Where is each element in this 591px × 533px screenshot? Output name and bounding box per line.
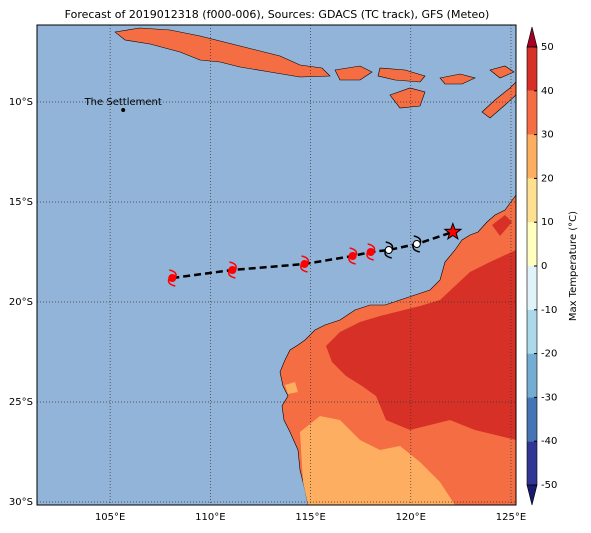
y-tick-label: 10°S — [9, 97, 33, 108]
colorbar-bin — [527, 353, 537, 398]
track-point — [300, 260, 309, 268]
track-point — [412, 240, 421, 248]
colorbar-bin — [527, 309, 537, 354]
colorbar-bin — [527, 47, 537, 91]
colorbar-tick-label: 40 — [541, 86, 554, 97]
y-tick-label: 25°S — [9, 397, 33, 408]
colorbar-bin — [527, 134, 537, 179]
y-tick-label: 15°S — [9, 197, 33, 208]
track-point — [384, 246, 393, 254]
colorbar-tick-label: 20 — [541, 173, 554, 184]
x-tick-label: 125°E — [496, 512, 526, 523]
colorbar-tick-label: 10 — [541, 217, 554, 228]
track-point — [348, 252, 357, 260]
colorbar-tick-label: -40 — [541, 436, 557, 447]
colorbar-bin — [527, 441, 537, 485]
x-tick-label: 110°E — [195, 512, 225, 523]
colorbar-bin — [527, 266, 537, 310]
colorbar-label: Max Temperature (°C) — [568, 211, 579, 321]
x-tick-label: 105°E — [95, 512, 125, 523]
y-tick-label: 30°S — [9, 497, 33, 508]
colorbar-bin — [527, 222, 537, 266]
colorbar-bin — [527, 90, 537, 135]
colorbar-tick-label: 50 — [541, 42, 554, 53]
place-dot — [121, 108, 126, 112]
place-label: The Settlement — [84, 97, 162, 108]
x-tick-label: 120°E — [396, 512, 426, 523]
title: Forecast of 2019012318 (f000-006), Sourc… — [65, 8, 490, 21]
colorbar-tick-label: -30 — [541, 392, 557, 403]
current-position — [443, 222, 463, 241]
colorbar-bin — [527, 397, 537, 442]
track-line — [172, 230, 454, 280]
colorbar-over — [526, 26, 538, 48]
track-point — [366, 248, 375, 256]
colorbar-tick-label: -50 — [541, 480, 557, 491]
colorbar-bin — [527, 178, 537, 223]
y-tick-label: 20°S — [9, 297, 33, 308]
track-point — [168, 274, 177, 282]
colorbar-tick-label: -10 — [541, 305, 557, 316]
map-frame — [36, 24, 517, 506]
colorbar-tick-label: -20 — [541, 349, 557, 360]
colorbar-tick-label: 30 — [541, 130, 554, 141]
colorbar-tick-label: 0 — [541, 261, 547, 272]
land — [114, 27, 517, 506]
track-point — [228, 266, 237, 274]
colorbar-under — [526, 484, 538, 506]
x-tick-label: 115°E — [295, 512, 325, 523]
